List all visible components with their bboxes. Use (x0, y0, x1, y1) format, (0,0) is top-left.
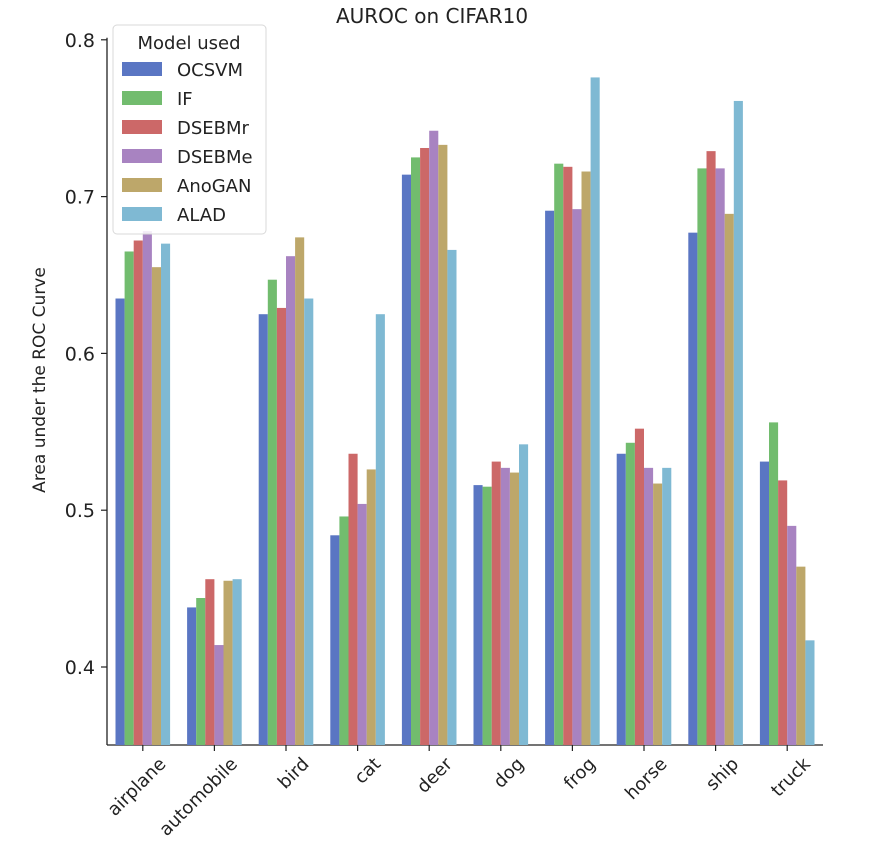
bar-alad-bird (304, 298, 314, 745)
bar-if-frog (554, 163, 564, 746)
bar-dsebme-bird (286, 256, 296, 745)
bar-alad-deer (447, 249, 457, 745)
bar-dsebme-dog (500, 467, 510, 745)
bar-ocsvm-automobile (187, 607, 197, 745)
bar-alad-dog (519, 444, 529, 745)
bar-dsebmr-airplane (133, 240, 143, 745)
bar-ocsvm-truck (759, 461, 769, 745)
bar-anogan-horse (653, 483, 663, 745)
bar-dsebmr-dog (491, 461, 501, 745)
x-tick-label: deer (413, 753, 457, 797)
bar-anogan-bird (295, 237, 305, 745)
legend-label-if: IF (177, 89, 193, 110)
bar-dsebme-ship (715, 168, 725, 745)
bar-if-ship (697, 168, 707, 745)
bar-dsebme-airplane (142, 231, 152, 746)
bar-dsebmr-cat (348, 453, 358, 745)
y-tick-label: 0.7 (65, 187, 95, 209)
bar-if-cat (339, 516, 349, 745)
bar-anogan-truck (796, 566, 806, 745)
bar-anogan-deer (438, 144, 448, 746)
y-tick-label: 0.8 (65, 30, 95, 52)
y-tick-label: 0.4 (65, 657, 95, 679)
bar-anogan-frog (581, 171, 591, 745)
bar-alad-ship (733, 100, 743, 745)
bar-if-airplane (124, 251, 134, 746)
legend-swatch-if (122, 91, 162, 105)
legend-swatch-dsebmr (122, 120, 162, 134)
bar-dsebme-deer (429, 130, 439, 746)
bar-dsebme-truck (787, 525, 797, 745)
legend: Model used OCSVM IF DSEBMr DSEBMe AnoGAN ALAD (112, 24, 267, 235)
bar-dsebme-frog (572, 209, 582, 745)
bar-dsebme-horse (644, 467, 654, 745)
bar-ocsvm-dog (473, 485, 483, 745)
bar-alad-horse (662, 467, 672, 745)
bar-alad-automobile (232, 579, 242, 745)
bar-if-horse (625, 442, 635, 745)
bar-if-truck (769, 422, 779, 745)
legend-label-dsebmr: DSEBMr (177, 118, 250, 139)
bar-anogan-automobile (223, 580, 233, 745)
x-tick-label: airplane (104, 754, 171, 821)
bar-anogan-ship (724, 213, 734, 746)
legend-swatch-ocsvm (122, 62, 162, 76)
bar-ocsvm-bird (258, 314, 268, 745)
legend-label-anogan: AnoGAN (177, 176, 251, 197)
bar-if-deer (411, 157, 421, 745)
bar-alad-truck (805, 640, 815, 745)
bar-ocsvm-frog (545, 210, 555, 745)
x-tick-label: truck (767, 753, 815, 801)
bar-dsebme-cat (357, 503, 367, 745)
bar-dsebmr-truck (778, 480, 788, 745)
y-tick-label: 0.6 (65, 343, 95, 365)
legend-label-dsebme: DSEBMe (177, 147, 253, 168)
bar-ocsvm-deer (401, 174, 411, 745)
bar-if-bird (267, 279, 277, 745)
bar-dsebmr-horse (634, 428, 644, 745)
bar-anogan-cat (366, 469, 376, 745)
x-tick-label: horse (621, 754, 671, 804)
legend-title: Model used (137, 33, 240, 54)
x-tick-label: bird (274, 754, 314, 794)
x-tick-label: frog (560, 754, 600, 794)
legend-swatch-anogan (122, 178, 162, 192)
y-axis-label: Area under the ROC Curve (30, 267, 50, 493)
bars (115, 77, 815, 746)
x-tick-label: cat (350, 754, 385, 789)
bar-alad-airplane (161, 243, 171, 745)
legend-swatch-alad (122, 207, 162, 221)
legend-label-ocsvm: OCSVM (177, 60, 243, 81)
bar-dsebmr-deer (420, 147, 430, 746)
y-tick-label: 0.5 (65, 500, 95, 522)
legend-swatch-dsebme (122, 149, 162, 163)
bar-ocsvm-horse (616, 453, 626, 745)
bar-alad-cat (375, 314, 385, 745)
x-tick-label: ship (702, 754, 743, 795)
bar-dsebmr-bird (276, 307, 286, 745)
bar-ocsvm-airplane (115, 298, 125, 745)
legend-label-alad: ALAD (177, 205, 226, 226)
bar-dsebmr-ship (706, 151, 716, 745)
bar-anogan-dog (509, 472, 519, 745)
bar-ocsvm-ship (688, 232, 698, 745)
bar-dsebmr-frog (563, 166, 573, 745)
bar-dsebme-automobile (214, 645, 224, 745)
x-tick-label: dog (490, 754, 529, 793)
chart-title: AUROC on CIFAR10 (336, 4, 528, 28)
bar-if-dog (482, 486, 492, 745)
bar-ocsvm-cat (330, 535, 340, 745)
bar-alad-frog (590, 77, 600, 746)
bar-dsebmr-automobile (205, 579, 215, 745)
bar-if-automobile (196, 598, 206, 745)
bar-anogan-airplane (151, 267, 161, 745)
